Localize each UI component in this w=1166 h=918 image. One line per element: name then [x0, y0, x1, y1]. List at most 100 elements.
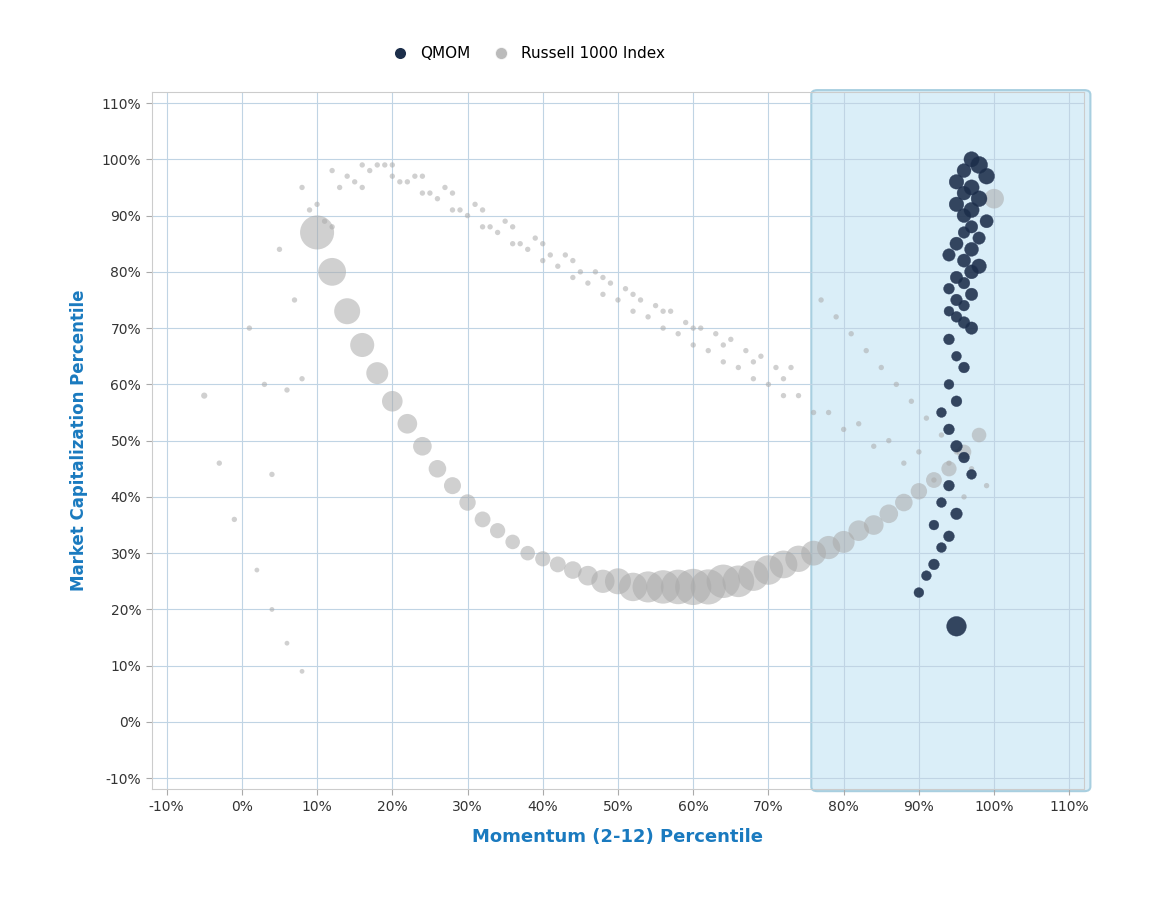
Point	[602, 275, 620, 290]
Point	[368, 365, 387, 380]
Point	[925, 473, 943, 487]
Point	[714, 354, 732, 369]
Point	[533, 552, 552, 566]
Point	[955, 360, 974, 375]
Point	[955, 315, 974, 330]
Point	[443, 478, 462, 493]
Point	[375, 158, 394, 173]
Point	[970, 259, 989, 274]
Point	[293, 180, 311, 195]
Point	[504, 534, 522, 549]
Point	[947, 349, 965, 364]
Point	[526, 230, 545, 245]
Point	[593, 574, 612, 588]
Point	[940, 304, 958, 319]
Point	[593, 270, 612, 285]
Point	[406, 169, 424, 184]
Point	[977, 214, 996, 229]
Point	[293, 664, 311, 678]
Point	[970, 230, 989, 245]
Point	[864, 439, 883, 453]
Point	[286, 293, 304, 308]
Point	[353, 158, 372, 173]
Point	[962, 462, 981, 476]
Point	[812, 293, 830, 308]
Point	[955, 208, 974, 223]
Point	[955, 225, 974, 240]
Point	[345, 174, 364, 189]
Point	[616, 282, 634, 297]
Point	[947, 394, 965, 409]
Point	[918, 568, 936, 583]
Point	[413, 185, 431, 200]
Point	[563, 253, 582, 268]
Point	[360, 163, 379, 178]
Point	[654, 320, 673, 335]
Point	[947, 619, 965, 633]
Point	[962, 180, 981, 195]
Point	[947, 309, 965, 324]
Point	[368, 158, 387, 173]
Point	[639, 309, 658, 324]
Point	[835, 534, 854, 549]
Point	[458, 495, 477, 509]
Point	[315, 214, 333, 229]
Point	[955, 489, 974, 504]
Point	[962, 219, 981, 234]
Point	[872, 360, 891, 375]
Point	[247, 563, 266, 577]
Point	[805, 546, 823, 561]
Point	[698, 579, 717, 594]
Point	[962, 264, 981, 279]
Point	[323, 219, 342, 234]
Point	[940, 282, 958, 297]
Point	[593, 287, 612, 302]
Point	[925, 473, 943, 487]
Point	[955, 253, 974, 268]
Point	[511, 236, 529, 251]
Point	[820, 540, 838, 554]
Point	[879, 433, 898, 448]
Point	[436, 180, 455, 195]
Point	[646, 298, 665, 313]
Point	[781, 360, 800, 375]
Point	[737, 343, 756, 358]
Point	[519, 242, 538, 257]
Point	[262, 602, 281, 617]
Point	[609, 293, 627, 308]
Point	[624, 287, 642, 302]
Point	[609, 574, 627, 588]
Point	[902, 394, 921, 409]
Point	[820, 405, 838, 420]
Point	[684, 320, 703, 335]
Point	[338, 304, 357, 319]
Point	[894, 495, 913, 509]
Point	[977, 478, 996, 493]
Point	[947, 439, 965, 453]
Point	[413, 169, 431, 184]
Point	[548, 557, 567, 572]
Point	[918, 410, 936, 425]
Point	[962, 467, 981, 482]
Point	[382, 394, 401, 409]
Point	[849, 417, 868, 431]
Point	[684, 579, 703, 594]
Point	[940, 422, 958, 437]
Point	[947, 174, 965, 189]
Point	[541, 248, 560, 263]
Point	[631, 293, 649, 308]
Point	[458, 208, 477, 223]
Point	[707, 327, 725, 341]
Point	[744, 372, 763, 386]
Point	[947, 270, 965, 285]
Point	[225, 512, 244, 527]
Point	[240, 320, 259, 335]
Point	[624, 579, 642, 594]
Point	[970, 428, 989, 442]
Point	[955, 275, 974, 290]
Text: Loser ← Momentum Percentile → Winner: Loser ← Momentum Percentile → Winner	[239, 856, 927, 884]
Point	[932, 405, 950, 420]
Point	[947, 507, 965, 521]
Point	[465, 197, 484, 212]
Point	[428, 462, 447, 476]
